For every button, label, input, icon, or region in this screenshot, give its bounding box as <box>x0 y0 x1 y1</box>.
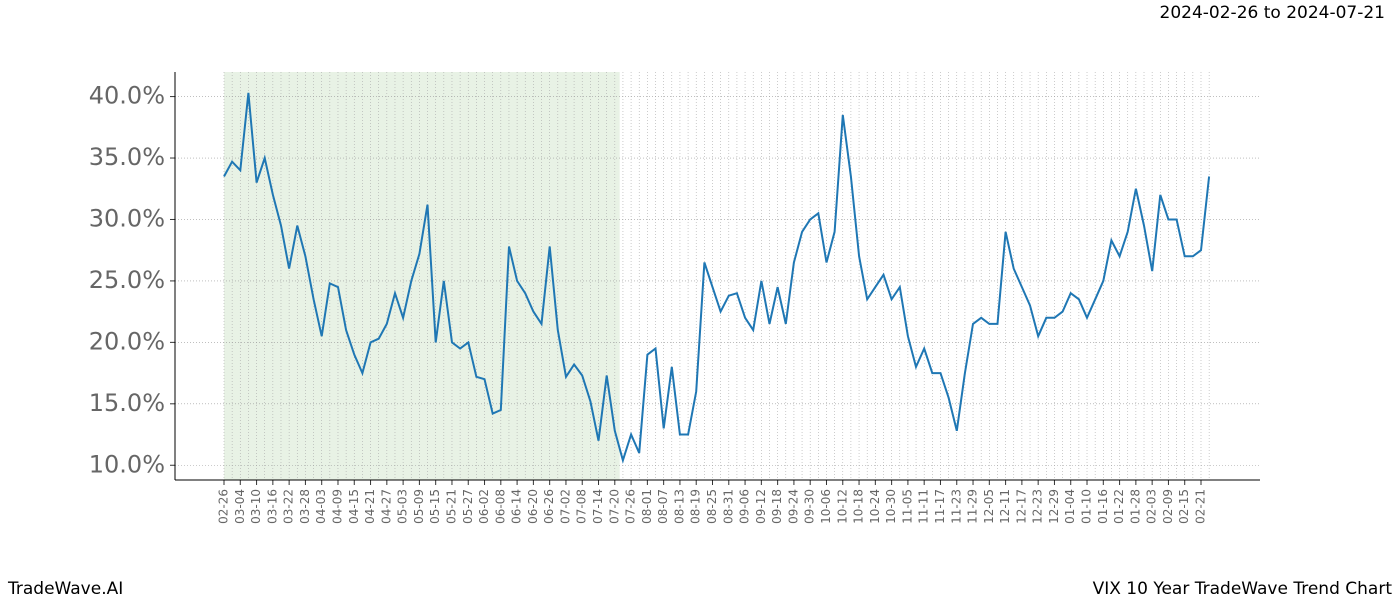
x-tick-label: 08-01 <box>640 489 654 524</box>
x-tick-label: 07-08 <box>575 489 589 524</box>
shaded-span <box>224 72 620 480</box>
x-tick-label: 11-29 <box>966 489 980 524</box>
x-tick-label: 02-21 <box>1194 489 1208 524</box>
x-tick-label: 03-28 <box>298 489 312 524</box>
x-tick-label: 12-17 <box>1014 489 1028 524</box>
x-tick-label: 09-30 <box>803 489 817 524</box>
y-tick-label: 20.0% <box>89 327 165 355</box>
x-tick-label: 10-18 <box>852 489 866 524</box>
x-tick-label: 03-04 <box>233 489 247 524</box>
x-tick-label: 03-22 <box>282 489 296 524</box>
x-tick-label: 04-21 <box>363 489 377 524</box>
x-tick-label: 09-24 <box>786 489 800 524</box>
y-tick-label: 30.0% <box>89 204 165 232</box>
data-line <box>223 92 1211 464</box>
x-tick-label: 11-23 <box>949 489 963 524</box>
x-tick-label: 07-26 <box>624 489 638 524</box>
x-tick-label: 06-14 <box>510 489 524 524</box>
x-tick-label: 01-04 <box>1063 489 1077 524</box>
date-range: 2024-02-26 to 2024-07-21 <box>1160 3 1385 23</box>
x-tick-label: 02-03 <box>1145 489 1159 524</box>
x-tick-label: 06-02 <box>477 489 491 524</box>
x-tick-label: 10-12 <box>835 489 849 524</box>
x-tick-label: 08-31 <box>721 489 735 524</box>
x-tick-label: 04-03 <box>314 489 328 524</box>
x-tick-label: 04-09 <box>330 489 344 524</box>
y-tick-label: 40.0% <box>89 82 165 110</box>
x-tick-label: 01-16 <box>1096 489 1110 524</box>
x-tick-label: 03-16 <box>265 489 279 524</box>
x-tick-label: 12-05 <box>982 489 996 524</box>
y-tick-label: 25.0% <box>89 266 165 294</box>
x-tick-label: 07-20 <box>607 489 621 524</box>
x-tick-label: 08-13 <box>672 489 686 524</box>
x-tick-label: 12-23 <box>1031 489 1045 524</box>
x-tick-label: 11-05 <box>900 489 914 524</box>
x-tick-label: 01-22 <box>1112 489 1126 524</box>
x-tick-label: 10-06 <box>819 489 833 524</box>
x-tick-label: 04-15 <box>347 489 361 524</box>
x-tick-label: 01-28 <box>1128 489 1142 524</box>
x-tick-label: 05-03 <box>396 489 410 524</box>
x-tick-label: 09-12 <box>754 489 768 524</box>
x-tick-label: 08-19 <box>689 489 703 524</box>
x-tick-label: 05-09 <box>412 489 426 524</box>
x-tick-label: 10-24 <box>868 489 882 524</box>
y-tick-label: 10.0% <box>89 450 165 478</box>
x-tick-label: 04-27 <box>379 489 393 524</box>
x-tick-label: 02-15 <box>1177 489 1191 524</box>
x-tick-label: 05-21 <box>444 489 458 524</box>
x-tick-label: 12-29 <box>1047 489 1061 524</box>
brand: TradeWave.AI <box>7 579 123 599</box>
x-tick-label: 08-07 <box>656 489 670 524</box>
x-tick-label: 09-18 <box>770 489 784 524</box>
x-tick-label: 07-02 <box>558 489 572 524</box>
x-tick-label: 09-06 <box>738 489 752 524</box>
chart-title: VIX 10 Year TradeWave Trend Chart <box>1093 579 1393 599</box>
x-tick-label: 06-08 <box>493 489 507 524</box>
y-tick-label: 35.0% <box>89 143 165 171</box>
x-tick-label: 05-15 <box>428 489 442 524</box>
x-tick-label: 02-26 <box>217 489 231 524</box>
x-tick-label: 02-09 <box>1161 489 1175 524</box>
y-tick-label: 15.0% <box>89 389 165 417</box>
x-tick-label: 06-26 <box>542 489 556 524</box>
x-tick-label: 08-25 <box>705 489 719 524</box>
x-tick-label: 11-11 <box>917 489 931 524</box>
x-tick-label: 05-27 <box>461 489 475 524</box>
x-tick-label: 03-10 <box>249 489 263 524</box>
x-tick-label: 12-11 <box>998 489 1012 524</box>
x-tick-label: 10-30 <box>884 489 898 524</box>
x-tick-label: 11-17 <box>933 489 947 524</box>
x-tick-label: 06-20 <box>526 489 540 524</box>
x-tick-label: 01-10 <box>1080 489 1094 524</box>
x-tick-label: 07-14 <box>591 489 605 524</box>
